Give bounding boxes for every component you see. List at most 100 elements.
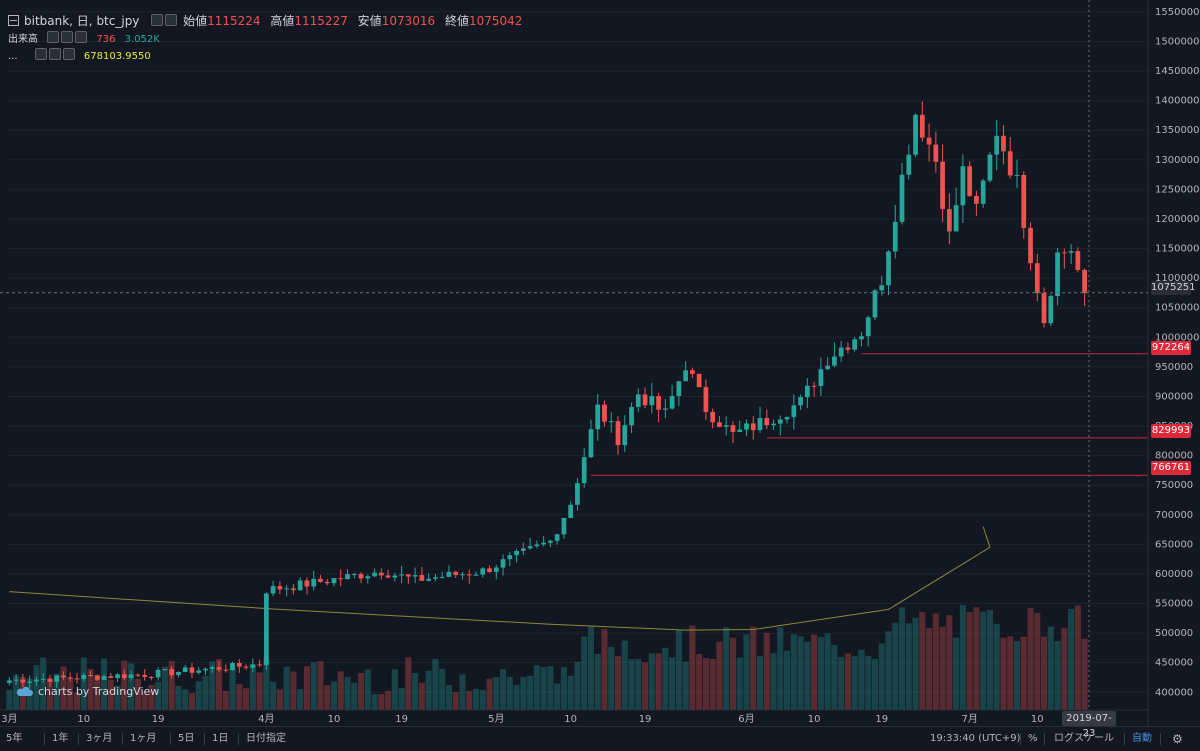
chart-canvas[interactable]: 400000 450000 500000 550000 600000 650000 7000… xyxy=(0,0,1200,726)
candle-body xyxy=(1014,174,1020,176)
volume-bar xyxy=(513,684,520,710)
candle-body xyxy=(223,669,229,671)
date-range-button[interactable]: 日付指定 xyxy=(246,733,286,744)
percent-toggle[interactable]: % xyxy=(1028,733,1038,744)
volume-bar xyxy=(317,661,324,710)
log-scale-toggle[interactable]: ログスケール xyxy=(1054,733,1114,744)
volume-bar xyxy=(60,666,67,710)
settings-icon[interactable] xyxy=(165,14,178,26)
candle-body xyxy=(690,370,695,374)
volume-bar xyxy=(256,672,263,710)
range-1d[interactable]: 1日 xyxy=(212,733,229,744)
settings-icon[interactable] xyxy=(48,48,61,60)
candle-body xyxy=(1068,251,1074,253)
candle-body xyxy=(291,588,296,591)
eye-icon[interactable] xyxy=(47,31,60,43)
candle-body xyxy=(1061,252,1067,254)
candle-body xyxy=(189,667,195,673)
volume-bar xyxy=(905,623,912,710)
volume-bar xyxy=(175,685,182,710)
volume-bar xyxy=(148,684,155,710)
candle-body xyxy=(737,429,743,432)
candle-body xyxy=(608,421,614,423)
candle-body xyxy=(676,381,682,397)
range-1y[interactable]: 1年 xyxy=(52,733,69,744)
candle-body xyxy=(520,548,526,551)
symbol-label[interactable]: bitbank, 日, btc_jpy xyxy=(24,14,140,28)
volume-bar xyxy=(898,607,906,710)
volume-bar xyxy=(445,685,452,710)
candle-body xyxy=(446,571,452,577)
time-axis: 3月10194月10195月10196月10197月1019 xyxy=(0,0,1148,725)
volume-bar xyxy=(953,637,960,710)
y-tick-label: 1400000 xyxy=(1155,96,1200,107)
y-tick-label: 750000 xyxy=(1155,480,1193,491)
candle-body xyxy=(527,546,533,549)
volume-bar xyxy=(980,611,987,710)
volume-bar xyxy=(1054,641,1061,710)
tradingview-watermark[interactable]: charts by TradingView xyxy=(16,685,159,698)
volume-label[interactable]: 出来高 xyxy=(8,34,38,45)
eye-icon[interactable] xyxy=(34,48,47,60)
volume-bar xyxy=(716,641,723,710)
volume-bar xyxy=(932,613,939,710)
volume-bar xyxy=(73,692,81,710)
gear-icon[interactable]: ⚙ xyxy=(1172,732,1183,746)
volume-bar xyxy=(418,682,425,710)
high-value: 1115227 xyxy=(294,14,348,28)
range-1m[interactable]: 1ヶ月 xyxy=(130,733,157,744)
eye-icon[interactable] xyxy=(151,14,164,26)
bottom-toolbar: 5年 1年 3ヶ月 1ヶ月 5日 1日 日付指定 19:33:40 (UTC+9… xyxy=(0,726,1200,751)
candle-body xyxy=(723,425,729,427)
range-5y[interactable]: 5年 xyxy=(6,733,23,744)
ma-line xyxy=(9,526,991,631)
volume-bar xyxy=(1047,626,1054,710)
candle-body xyxy=(433,577,438,579)
volume-bar xyxy=(182,689,189,710)
volume-bar xyxy=(628,659,635,710)
auto-scale-toggle[interactable]: 自動 xyxy=(1132,733,1152,744)
candle-body xyxy=(581,457,587,484)
candle-body xyxy=(500,559,506,568)
range-3m[interactable]: 3ヶ月 xyxy=(86,733,113,744)
volume-bar xyxy=(797,636,804,710)
candle-body xyxy=(162,669,168,671)
price-axis: 400000 450000 500000 550000 600000 650000 7000… xyxy=(1147,0,1200,726)
clock-time[interactable]: 19:33:40 (UTC+9) xyxy=(930,733,1021,744)
volume-bar xyxy=(439,668,446,710)
collapse-icon[interactable] xyxy=(8,15,19,26)
volume-bar xyxy=(986,609,993,710)
price-line-tag-3: 766761 xyxy=(1151,461,1191,475)
volume-bar xyxy=(87,669,94,710)
close-icon[interactable] xyxy=(62,48,75,60)
volume-bar xyxy=(1027,607,1034,710)
volume-bar xyxy=(351,682,358,710)
ma-label[interactable]: ... xyxy=(8,51,18,62)
low-label: 安値 xyxy=(357,14,382,28)
volume-bar xyxy=(40,657,47,710)
volume-bar xyxy=(466,690,473,710)
candle-body xyxy=(967,166,973,196)
y-tick-label: 1500000 xyxy=(1155,36,1200,47)
moving-average-line xyxy=(9,526,991,631)
candle-body xyxy=(324,581,330,584)
candle-body xyxy=(297,580,303,591)
x-tick-label: 10 xyxy=(77,714,90,725)
volume-bar xyxy=(946,615,953,710)
volume-bar xyxy=(33,664,40,710)
close-icon[interactable] xyxy=(75,31,88,43)
candle-body xyxy=(953,205,959,232)
x-tick-label: 19 xyxy=(395,714,408,725)
candle-body xyxy=(196,670,202,673)
volume-bar xyxy=(973,607,980,710)
y-tick-label: 1000000 xyxy=(1155,332,1200,343)
volume-bar xyxy=(756,655,764,710)
range-5d[interactable]: 5日 xyxy=(178,733,195,744)
volume-bar xyxy=(101,658,108,710)
settings-icon[interactable] xyxy=(61,31,74,43)
volume-bar xyxy=(357,673,365,710)
volume-bar xyxy=(1000,637,1007,710)
candle-body xyxy=(67,677,73,679)
volume-bar xyxy=(574,661,581,710)
